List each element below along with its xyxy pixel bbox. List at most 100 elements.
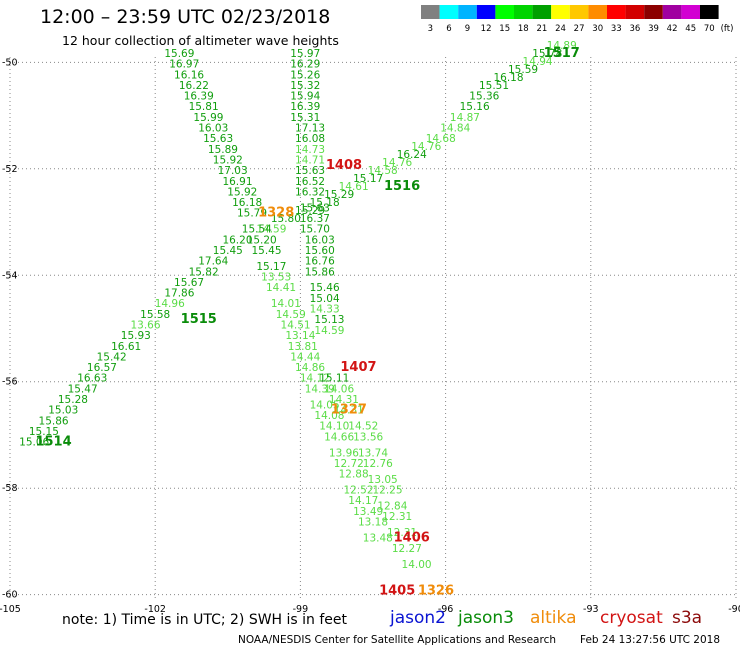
swh-data-label: 14.59	[276, 309, 306, 321]
swh-data-label: 14.68	[426, 133, 456, 145]
swh-data-label: 15.16	[460, 101, 490, 113]
swh-data-label: 12.25	[372, 485, 402, 497]
swh-data-label: 16.63	[77, 373, 107, 385]
swh-data-label: 15.93	[121, 330, 151, 342]
colorbar-tick-label: 42	[667, 24, 678, 34]
swh-data-label: 14.31	[329, 394, 359, 406]
swh-data-label: 14.58	[368, 165, 398, 177]
swh-data-label: 15.13	[314, 314, 344, 326]
swh-data-label: 15.80	[271, 213, 301, 225]
swh-data-label: 14.51	[281, 320, 311, 332]
swh-data-label: 14.08	[314, 410, 344, 422]
colorbar-tick-label: 21	[536, 24, 547, 34]
y-tick-label: -56	[2, 377, 18, 388]
sat-legend-cryosat: cryosat	[600, 608, 663, 628]
swh-data-label: 14.73	[295, 144, 325, 156]
colorbar-swatch	[476, 5, 496, 19]
swh-data-label: 16.76	[305, 256, 335, 268]
swh-data-label: 12.31	[387, 527, 417, 539]
swh-data-label: 16.61	[111, 341, 141, 353]
swh-data-label: 15.67	[174, 277, 204, 289]
swh-data-label: 15.18	[310, 197, 340, 209]
x-tick-label: -105	[0, 604, 21, 615]
colorbar-swatch	[607, 5, 626, 19]
y-tick-label: -52	[2, 164, 18, 175]
swh-data-label: 14.61	[339, 181, 369, 193]
x-tick-label: -99	[293, 604, 309, 615]
swh-data-label: 15.63	[203, 133, 233, 145]
swh-data-label: 12.27	[392, 543, 422, 555]
swh-data-label: 15.58	[140, 309, 170, 321]
swh-data-label: 14.66	[324, 431, 354, 443]
swh-data-label: 15.26	[290, 69, 320, 81]
swh-data-label: 14.76	[411, 141, 441, 153]
swh-data-label: 14.12	[300, 373, 330, 385]
pass-time-label: 1406	[394, 530, 430, 545]
swh-data-label: 15.63	[295, 165, 325, 177]
colorbar-swatch	[625, 5, 645, 19]
footer-note: note: 1) Time is in UTC; 2) SWH is in fe…	[62, 612, 348, 628]
swh-data-label: 14.86	[295, 362, 325, 374]
colorbar-swatch	[681, 5, 700, 19]
y-tick-label: -58	[2, 483, 18, 494]
swh-data-label: 13.66	[130, 320, 160, 332]
swh-data-label: 15.59	[508, 64, 538, 76]
colorbar-tick-label: 12	[481, 24, 492, 34]
sat-legend-altika: altika	[530, 608, 577, 628]
swh-data-label: 14.71	[295, 154, 325, 166]
swh-data-label: 16.18	[493, 72, 523, 84]
swh-data-label: 15.29	[295, 205, 325, 217]
swh-data-label: 15.15	[29, 426, 59, 438]
swh-data-label: 12.76	[363, 458, 393, 470]
pass-time-label: 1407	[340, 360, 376, 375]
swh-data-label: 12.88	[339, 469, 369, 481]
swh-data-label: 14.84	[440, 123, 470, 135]
swh-data-label: 12.52	[343, 485, 373, 497]
colorbar-tick-label: 9	[465, 24, 470, 34]
pass-time-label: 1515	[181, 312, 217, 327]
swh-data-label: 13.56	[353, 431, 383, 443]
swh-data-label: 15.45	[213, 245, 243, 257]
swh-data-label: 12.84	[377, 501, 407, 513]
swh-data-label: 14.41	[266, 282, 296, 294]
swh-data-label: 13.18	[358, 516, 388, 528]
swh-data-label: 15.29	[324, 189, 354, 201]
swh-data-label: 16.16	[174, 69, 204, 81]
swh-data-label: 15.28	[58, 394, 88, 406]
swh-data-label: 15.63	[300, 202, 330, 214]
swh-data-label: 15.03	[48, 405, 78, 417]
swh-data-label: 14.94	[523, 56, 553, 68]
x-tick-label: -102	[144, 604, 166, 615]
colorbar-swatch	[458, 5, 477, 19]
swh-data-label: 15.94	[290, 91, 320, 103]
swh-data-label: 13.96	[329, 447, 359, 459]
colorbar-tick-label: 27	[574, 24, 585, 34]
generated-timestamp: Feb 24 13:27:56 UTC 2018	[580, 634, 720, 646]
swh-data-label: 15.99	[193, 112, 223, 124]
swh-data-label: 14.52	[348, 421, 378, 433]
pass-time-label: 1328	[258, 206, 294, 221]
swh-data-label: 16.57	[87, 362, 117, 374]
colorbar-tick-label: 39	[648, 24, 659, 34]
x-tick-label: -93	[583, 604, 599, 615]
sat-legend-jason2: jason2	[390, 608, 446, 628]
swh-data-label: 16.29	[290, 59, 320, 71]
swh-data-label: 16.03	[198, 123, 228, 135]
x-tick-label: -90	[728, 604, 740, 615]
swh-data-label: 14.17	[348, 495, 378, 507]
swh-data-label: 16.52	[295, 176, 325, 188]
colorbar-tick-label: 15	[499, 24, 510, 34]
chart-subtitle: 12 hour collection of altimeter wave hei…	[62, 33, 339, 48]
swh-data-label: 15.69	[164, 48, 194, 60]
sat-legend-s3a: s3a	[672, 608, 703, 628]
colorbar-swatch	[551, 5, 570, 19]
swh-data-label: 13.81	[288, 341, 318, 353]
colorbar-tick-label: 70	[704, 24, 715, 34]
swh-data-label: 15.54	[242, 224, 272, 236]
swh-data-label: 15.06	[19, 437, 49, 449]
swh-data-label: 15.31	[290, 112, 320, 124]
swh-data-label: 15.78	[532, 48, 562, 60]
colorbar-tick-label: 6	[446, 24, 451, 34]
swh-data-label: 12.72	[334, 458, 364, 470]
swh-data-label: 15.70	[300, 224, 330, 236]
